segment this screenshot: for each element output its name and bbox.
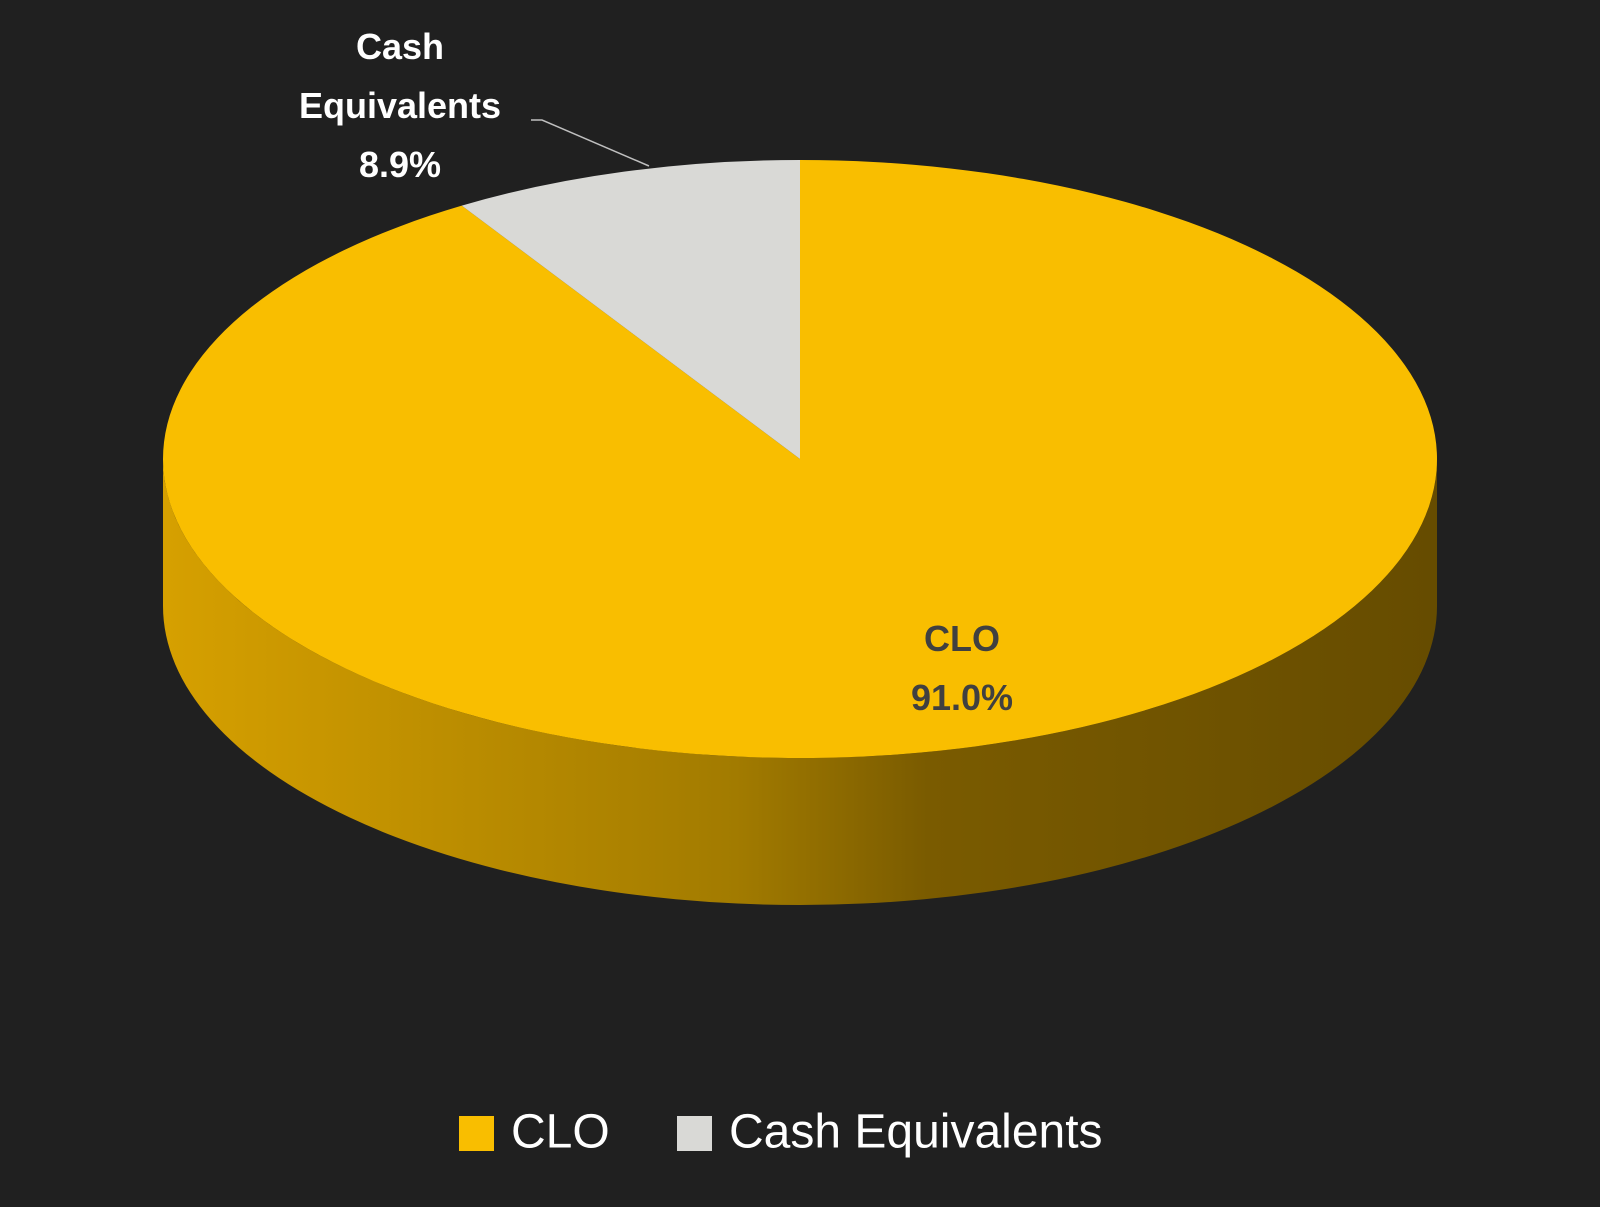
data-label-category: CLO xyxy=(924,618,1000,659)
leader-line xyxy=(531,119,650,167)
slice-side xyxy=(163,459,1437,905)
slice xyxy=(163,160,1438,758)
legend-swatch xyxy=(459,1116,494,1151)
data-label-value: 8.9% xyxy=(358,144,442,185)
legend-label: CLO xyxy=(511,1106,610,1159)
legend-swatch xyxy=(677,1116,712,1151)
legend-label: Cash Equivalents xyxy=(729,1106,1103,1159)
data-label-value: 91.0% xyxy=(910,677,1014,718)
slice xyxy=(461,160,800,459)
data-label-category: Cash Equivalents xyxy=(298,26,502,126)
